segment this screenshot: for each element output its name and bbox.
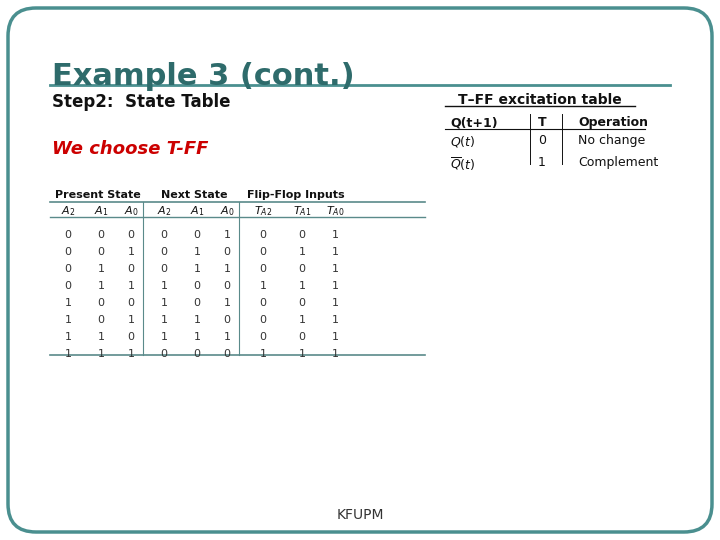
Text: 1: 1 (65, 349, 71, 359)
Text: 1: 1 (97, 349, 104, 359)
Text: 1: 1 (161, 298, 168, 308)
Text: 0: 0 (127, 264, 135, 274)
Text: 0: 0 (259, 264, 266, 274)
Text: 0: 0 (299, 230, 305, 240)
Text: 0: 0 (259, 298, 266, 308)
Text: 0: 0 (97, 298, 104, 308)
Text: 1: 1 (161, 315, 168, 325)
Text: $T_{A2}$: $T_{A2}$ (254, 204, 272, 218)
Text: 0: 0 (97, 315, 104, 325)
Text: Operation: Operation (578, 116, 648, 129)
Text: 0: 0 (161, 230, 168, 240)
Text: 1: 1 (65, 315, 71, 325)
Text: 1: 1 (299, 349, 305, 359)
Text: 1: 1 (331, 298, 338, 308)
Text: 1: 1 (223, 332, 230, 342)
Text: 0: 0 (161, 247, 168, 257)
Text: Complement: Complement (578, 156, 658, 169)
Text: 1: 1 (223, 298, 230, 308)
Text: 0: 0 (223, 247, 230, 257)
Text: Flip-Flop Inputs: Flip-Flop Inputs (247, 190, 345, 200)
Text: $\overline{Q}(t)$: $\overline{Q}(t)$ (450, 156, 475, 172)
Text: 0: 0 (299, 264, 305, 274)
Text: 0: 0 (259, 247, 266, 257)
Text: 0: 0 (65, 264, 71, 274)
Text: 1: 1 (299, 247, 305, 257)
Text: 0: 0 (299, 332, 305, 342)
Text: 1: 1 (259, 349, 266, 359)
Text: Step2:  State Table: Step2: State Table (52, 93, 230, 111)
Text: 1: 1 (127, 349, 135, 359)
Text: 1: 1 (331, 281, 338, 291)
Text: 1: 1 (331, 230, 338, 240)
Text: 0: 0 (65, 230, 71, 240)
Text: 1: 1 (223, 230, 230, 240)
Text: 1: 1 (161, 281, 168, 291)
Text: Next State: Next State (161, 190, 228, 200)
Text: 1: 1 (194, 264, 200, 274)
Text: 1: 1 (331, 349, 338, 359)
Text: 1: 1 (65, 298, 71, 308)
Text: Present State: Present State (55, 190, 141, 200)
Text: 0: 0 (194, 298, 200, 308)
Text: 0: 0 (223, 349, 230, 359)
Text: 1: 1 (194, 332, 200, 342)
Text: 1: 1 (161, 332, 168, 342)
Text: T: T (538, 116, 546, 129)
Text: 1: 1 (194, 315, 200, 325)
Text: 1: 1 (331, 264, 338, 274)
Text: 0: 0 (65, 281, 71, 291)
Text: T–FF excitation table: T–FF excitation table (458, 93, 622, 107)
Text: 0: 0 (223, 315, 230, 325)
Text: 1: 1 (97, 281, 104, 291)
Text: 1: 1 (97, 332, 104, 342)
Text: 1: 1 (65, 332, 71, 342)
Text: 1: 1 (331, 315, 338, 325)
Text: $T_{A0}$: $T_{A0}$ (325, 204, 344, 218)
Text: 0: 0 (259, 315, 266, 325)
Text: 1: 1 (127, 247, 135, 257)
Text: 0: 0 (194, 349, 200, 359)
Text: 0: 0 (127, 332, 135, 342)
Text: 0: 0 (97, 247, 104, 257)
Text: 1: 1 (538, 156, 546, 169)
Text: 0: 0 (97, 230, 104, 240)
Text: 0: 0 (127, 230, 135, 240)
Text: $A_0$: $A_0$ (220, 204, 234, 218)
Text: 0: 0 (299, 298, 305, 308)
Text: 0: 0 (259, 332, 266, 342)
Text: No change: No change (578, 134, 645, 147)
Text: 1: 1 (299, 281, 305, 291)
Text: $A_1$: $A_1$ (190, 204, 204, 218)
Text: KFUPM: KFUPM (336, 508, 384, 522)
Text: 0: 0 (65, 247, 71, 257)
Text: 1: 1 (259, 281, 266, 291)
Text: We choose T-FF: We choose T-FF (52, 140, 208, 158)
Text: $A_2$: $A_2$ (157, 204, 171, 218)
Text: $Q(t)$: $Q(t)$ (450, 134, 475, 149)
Text: 1: 1 (331, 247, 338, 257)
Text: Q(t+1): Q(t+1) (450, 116, 498, 129)
Text: $A_1$: $A_1$ (94, 204, 108, 218)
Text: Example 3 (cont.): Example 3 (cont.) (52, 62, 355, 91)
Text: 1: 1 (97, 264, 104, 274)
FancyBboxPatch shape (8, 8, 712, 532)
Text: 0: 0 (259, 230, 266, 240)
Text: $A_0$: $A_0$ (124, 204, 138, 218)
Text: 0: 0 (161, 264, 168, 274)
Text: 1: 1 (194, 247, 200, 257)
Text: 1: 1 (127, 315, 135, 325)
Text: 0: 0 (194, 230, 200, 240)
Text: 1: 1 (299, 315, 305, 325)
Text: 0: 0 (194, 281, 200, 291)
Text: 0: 0 (161, 349, 168, 359)
Text: 0: 0 (538, 134, 546, 147)
Text: 1: 1 (127, 281, 135, 291)
Text: 0: 0 (127, 298, 135, 308)
Text: $A_2$: $A_2$ (60, 204, 75, 218)
Text: 1: 1 (223, 264, 230, 274)
Text: 1: 1 (331, 332, 338, 342)
Text: 0: 0 (223, 281, 230, 291)
Text: $T_{A1}$: $T_{A1}$ (293, 204, 311, 218)
